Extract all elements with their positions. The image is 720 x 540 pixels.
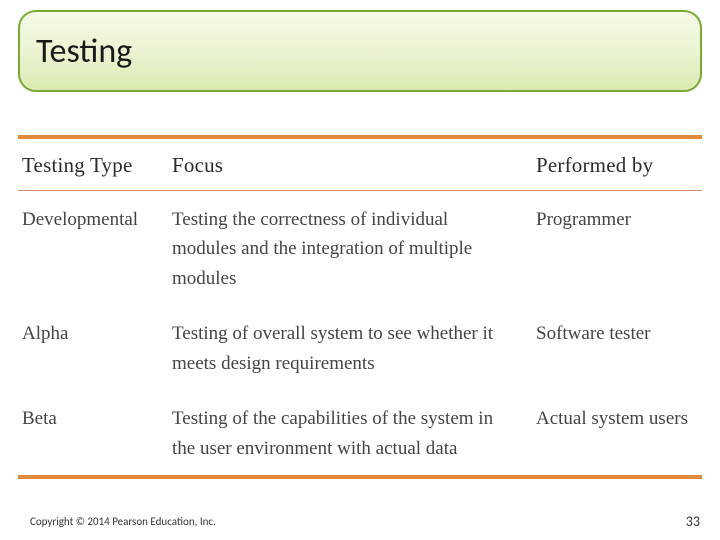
table-row: Alpha Testing of overall system to see w… xyxy=(18,305,702,390)
page-number: 33 xyxy=(686,513,700,530)
rule-bottom xyxy=(18,475,702,479)
slide-footer: Copyright © 2014 Pearson Education, Inc.… xyxy=(0,513,720,530)
col-header-type: Testing Type xyxy=(18,153,168,178)
title-box: Testing xyxy=(18,10,702,92)
table-row: Developmental Testing the correctness of… xyxy=(18,191,702,305)
cell-focus: Testing the correctness of individual mo… xyxy=(168,205,532,293)
col-header-focus: Focus xyxy=(168,153,532,178)
cell-focus: Testing of the capabilities of the syste… xyxy=(168,404,532,463)
cell-focus: Testing of overall system to see whether… xyxy=(168,319,532,378)
slide: Testing Testing Type Focus Performed by … xyxy=(0,0,720,540)
cell-type: Alpha xyxy=(18,319,168,378)
copyright-text: Copyright © 2014 Pearson Education, Inc. xyxy=(30,515,216,528)
table-row: Beta Testing of the capabilities of the … xyxy=(18,390,702,475)
cell-type: Developmental xyxy=(18,205,168,293)
cell-by: Software tester xyxy=(532,319,702,378)
cell-by: Programmer xyxy=(532,205,702,293)
table-header-row: Testing Type Focus Performed by xyxy=(18,139,702,190)
testing-table: Testing Type Focus Performed by Developm… xyxy=(18,135,702,479)
col-header-by: Performed by xyxy=(532,153,702,178)
cell-by: Actual system users xyxy=(532,404,702,463)
page-title: Testing xyxy=(36,31,132,72)
cell-type: Beta xyxy=(18,404,168,463)
